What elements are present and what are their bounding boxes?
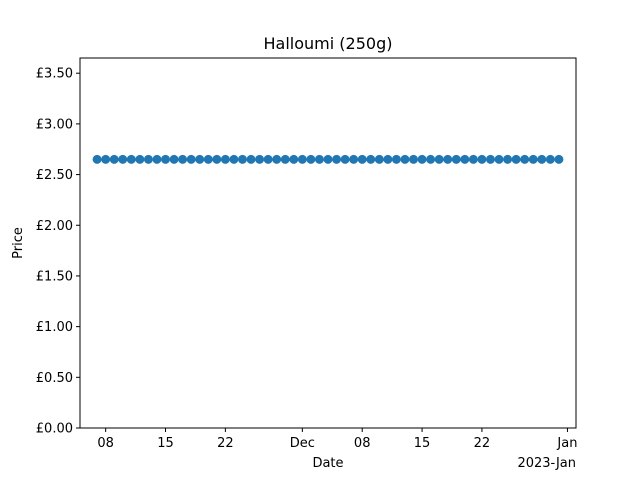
data-point bbox=[391, 154, 401, 164]
data-point bbox=[280, 154, 290, 164]
data-point bbox=[374, 154, 384, 164]
data-point bbox=[143, 154, 153, 164]
data-point bbox=[92, 154, 102, 164]
data-series bbox=[92, 154, 564, 164]
data-point bbox=[255, 154, 265, 164]
y-tick-label: £0.50 bbox=[36, 371, 73, 386]
data-point bbox=[306, 154, 316, 164]
x-axis-offset-label: 2023-Jan bbox=[517, 456, 576, 471]
data-point bbox=[297, 154, 307, 164]
x-tick-label: 08 bbox=[97, 436, 114, 451]
x-tick-label: 15 bbox=[157, 436, 174, 451]
data-point bbox=[451, 154, 461, 164]
x-tick-label: 15 bbox=[414, 436, 431, 451]
data-point bbox=[152, 154, 162, 164]
x-axis: 08 15 22 Dec 08 15 22 Jan bbox=[97, 428, 577, 451]
x-tick-label: 22 bbox=[217, 436, 234, 451]
data-point bbox=[503, 154, 513, 164]
data-point bbox=[195, 154, 205, 164]
data-point bbox=[434, 154, 444, 164]
data-point bbox=[357, 154, 367, 164]
y-axis-label: Price bbox=[11, 227, 26, 259]
data-point bbox=[537, 154, 547, 164]
chart-title: Halloumi (250g) bbox=[264, 34, 393, 53]
y-tick-label: £0.00 bbox=[36, 422, 73, 437]
data-point bbox=[400, 154, 410, 164]
data-point bbox=[161, 154, 171, 164]
data-point bbox=[126, 154, 136, 164]
x-tick-label: Dec bbox=[290, 436, 315, 451]
data-point bbox=[426, 154, 436, 164]
data-point bbox=[349, 154, 359, 164]
data-point bbox=[383, 154, 393, 164]
plot-frame bbox=[79, 57, 577, 429]
plot-area bbox=[80, 58, 576, 428]
y-axis: £0.00 £0.50 £1.00 £1.50 £2.00 £2.50 £3.00 £3.50 bbox=[36, 67, 80, 437]
y-tick-label: £1.50 bbox=[36, 269, 73, 284]
data-point bbox=[186, 154, 196, 164]
data-point bbox=[485, 154, 495, 164]
y-tick-label: £3.50 bbox=[36, 67, 73, 82]
data-point bbox=[528, 154, 538, 164]
data-point bbox=[135, 154, 145, 164]
y-tick-label: £3.00 bbox=[36, 117, 73, 132]
data-point bbox=[460, 154, 470, 164]
data-point bbox=[366, 154, 376, 164]
x-tick-label: Jan bbox=[556, 436, 577, 451]
data-point bbox=[101, 154, 111, 164]
data-point bbox=[272, 154, 282, 164]
y-tick-label: £2.00 bbox=[36, 219, 73, 234]
data-point bbox=[554, 154, 564, 164]
y-tick-label: £1.00 bbox=[36, 320, 73, 335]
data-point bbox=[511, 154, 521, 164]
x-tick-label: 08 bbox=[354, 436, 371, 451]
data-point bbox=[545, 154, 555, 164]
data-point bbox=[417, 154, 427, 164]
data-point bbox=[494, 154, 504, 164]
x-tick-label: 22 bbox=[474, 436, 491, 451]
data-point bbox=[323, 154, 333, 164]
data-point bbox=[332, 154, 342, 164]
data-point bbox=[178, 154, 188, 164]
data-point bbox=[468, 154, 478, 164]
data-point bbox=[289, 154, 299, 164]
data-point bbox=[229, 154, 239, 164]
data-point bbox=[109, 154, 119, 164]
data-point bbox=[237, 154, 247, 164]
data-point bbox=[220, 154, 230, 164]
x-axis-label: Date bbox=[312, 456, 343, 471]
y-tick-label: £2.50 bbox=[36, 168, 73, 183]
data-point bbox=[212, 154, 222, 164]
data-point bbox=[169, 154, 179, 164]
data-point bbox=[477, 154, 487, 164]
data-point bbox=[263, 154, 273, 164]
data-point bbox=[443, 154, 453, 164]
data-point bbox=[203, 154, 213, 164]
data-point bbox=[118, 154, 128, 164]
data-point bbox=[246, 154, 256, 164]
data-point bbox=[314, 154, 324, 164]
data-point bbox=[340, 154, 350, 164]
data-point bbox=[409, 154, 419, 164]
data-point bbox=[520, 154, 530, 164]
